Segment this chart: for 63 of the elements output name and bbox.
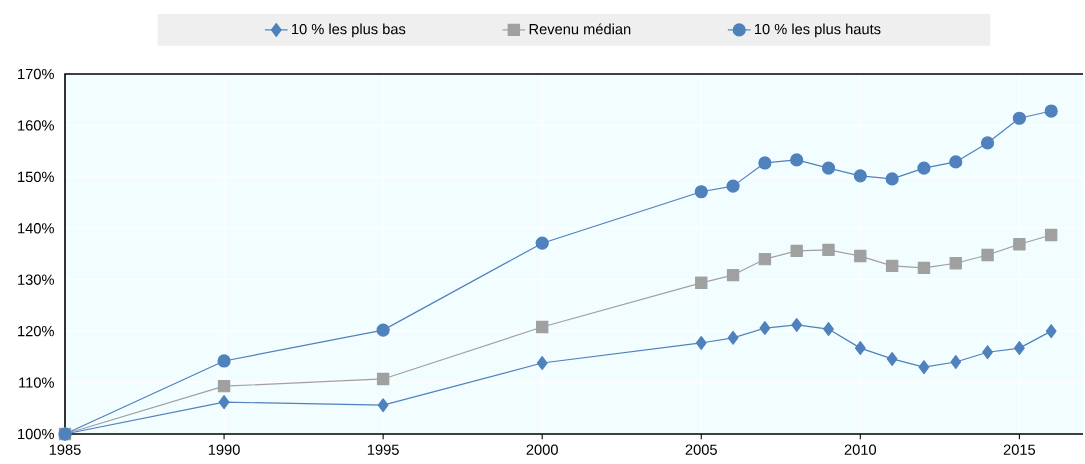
point [1044, 228, 1058, 242]
point [885, 172, 899, 186]
point [917, 261, 931, 275]
point [822, 243, 835, 257]
point [217, 354, 231, 368]
point [790, 153, 804, 167]
point [726, 179, 740, 193]
x-tick-label: 2000 [526, 444, 558, 455]
point [726, 268, 740, 282]
point [886, 351, 898, 366]
y-tick-label: 120% [18, 325, 54, 337]
point [917, 161, 931, 175]
point [695, 335, 707, 350]
point [694, 185, 708, 199]
legend-label: 10 % les plus bas [292, 23, 406, 38]
legend-label: 10 % les plus hauts [754, 23, 881, 38]
point [981, 248, 994, 262]
point [791, 317, 803, 332]
point [821, 161, 836, 175]
y-tick-label: 130% [18, 274, 54, 285]
point [853, 169, 867, 183]
x-tick-label: 1990 [208, 444, 240, 455]
y-tick-label: 110% [19, 377, 54, 388]
point [377, 398, 389, 413]
x-tick-label: 2010 [844, 444, 877, 455]
point [376, 372, 390, 386]
y-tick-label: 170% [18, 68, 54, 80]
point [885, 259, 899, 273]
y-tick-label: 160% [18, 120, 54, 131]
x-tick-label: 1985 [49, 444, 81, 455]
point [536, 356, 548, 371]
point [535, 236, 549, 250]
point [1044, 104, 1058, 118]
point [695, 276, 708, 289]
point [759, 321, 771, 336]
point [982, 345, 993, 360]
y-tick-label: 100% [18, 428, 54, 440]
point [1012, 111, 1026, 125]
point [535, 320, 549, 334]
point [854, 249, 867, 263]
point [980, 136, 995, 150]
legend-label: Revenu médian [529, 23, 631, 35]
point [376, 323, 390, 337]
point [217, 379, 231, 393]
point [218, 395, 230, 410]
x-tick-label: 2015 [1003, 444, 1036, 455]
point [790, 244, 803, 258]
point [949, 257, 962, 270]
point [1013, 341, 1025, 356]
point [1045, 324, 1057, 339]
point [854, 341, 866, 356]
point [918, 360, 930, 375]
x-tick-label: 2005 [685, 444, 717, 455]
point [758, 252, 772, 266]
point [1013, 238, 1026, 251]
point [823, 322, 834, 337]
point [949, 155, 963, 169]
y-tick-label: 150% [18, 171, 54, 183]
y-tick-label: 140% [18, 223, 54, 234]
point [950, 355, 962, 369]
point [727, 330, 739, 345]
point [758, 156, 772, 170]
x-tick-label: 1995 [367, 444, 399, 455]
